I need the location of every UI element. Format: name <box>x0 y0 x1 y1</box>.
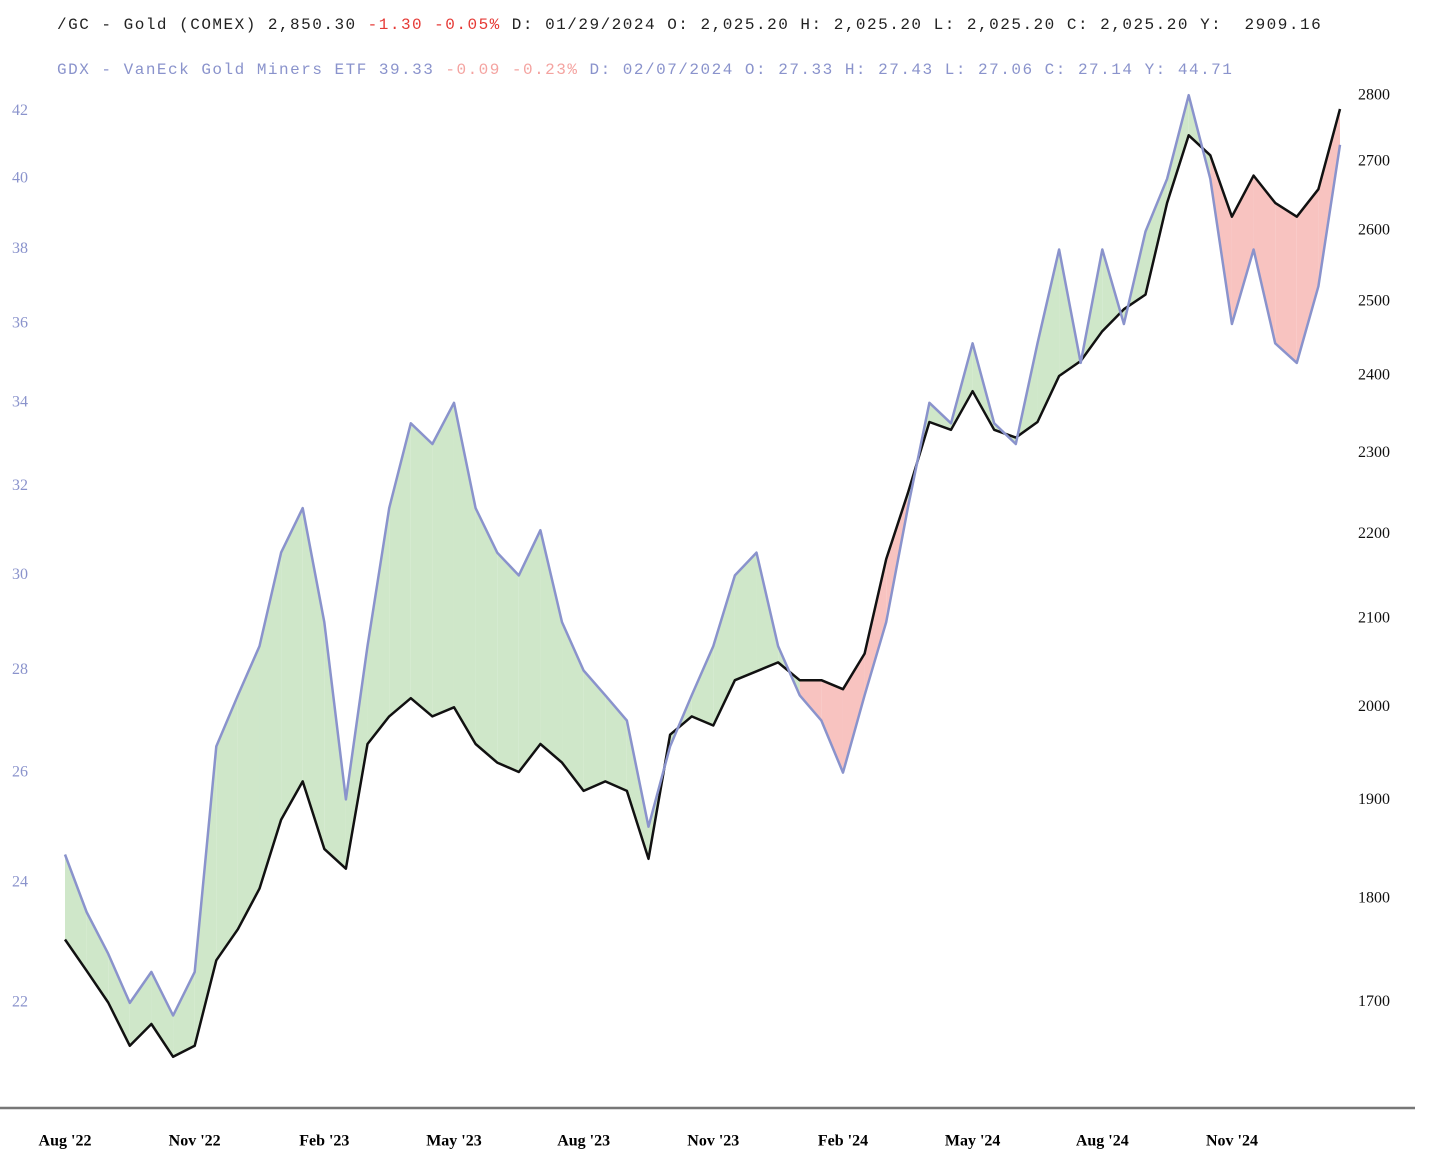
difference-fill <box>799 680 822 721</box>
series-line <box>63 93 1342 1017</box>
difference-fill <box>1231 175 1254 325</box>
quote-details: D: 01/29/2024 O: 2,025.20 H: 2,025.20 L:… <box>512 16 1322 34</box>
y-tick-label: 36 <box>12 315 28 332</box>
x-tick-label: Aug '23 <box>557 1133 610 1150</box>
difference-fill <box>734 552 757 681</box>
quote-change: -0.09 <box>445 61 501 79</box>
quote-symbol: /GC - Gold (COMEX) <box>57 16 257 34</box>
x-tick-label: May '24 <box>945 1133 1001 1150</box>
quote-percent: -0.05% <box>434 16 501 34</box>
difference-fill <box>65 854 87 971</box>
quote-line: /GC - Gold (COMEX) 2,850.30 -1.30 -0.05% D: … <box>57 16 1322 34</box>
difference-fill <box>713 575 735 726</box>
y-tick-label: 42 <box>12 102 28 119</box>
difference-fill <box>237 646 260 930</box>
x-tick-label: Nov '24 <box>1206 1133 1258 1150</box>
difference-fill <box>1296 189 1319 363</box>
difference-fill <box>583 670 606 791</box>
difference-fill <box>108 953 130 1046</box>
difference-fill <box>367 508 390 744</box>
x-tick-label: Aug '24 <box>1076 1133 1129 1150</box>
y-tick-label: 30 <box>12 566 28 583</box>
y2-tick-label: 2400 <box>1358 367 1390 384</box>
y2-tick-label: 2800 <box>1358 87 1390 104</box>
difference-fill <box>540 530 563 763</box>
difference-fill <box>1037 249 1060 423</box>
difference-fill <box>173 971 195 1057</box>
difference-fill <box>475 508 498 763</box>
y-tick-label: 24 <box>12 874 28 891</box>
difference-fill <box>151 971 174 1057</box>
y-tick-label: 32 <box>12 477 28 494</box>
difference-fill <box>86 911 109 1003</box>
difference-fill <box>345 646 368 869</box>
difference-fill <box>432 402 454 717</box>
quote-line: GDX - VanEck Gold Miners ETF 39.33 -0.09 -0… <box>57 61 1233 79</box>
difference-fill <box>821 680 843 773</box>
y-tick-label: 34 <box>12 393 28 410</box>
x-tick-label: May '23 <box>426 1133 482 1150</box>
difference-fill <box>691 646 714 726</box>
quote-change: -1.30 <box>368 16 424 34</box>
y2-tick-label: 2500 <box>1358 293 1390 310</box>
difference-fill <box>1145 178 1168 295</box>
x-tick-label: Nov '22 <box>169 1133 221 1150</box>
quote-symbol: GDX - VanEck Gold Miners ETF <box>57 61 368 79</box>
difference-fill <box>842 653 865 773</box>
difference-fill <box>324 622 346 869</box>
difference-fill <box>216 695 238 961</box>
y-tick-label: 40 <box>12 169 28 186</box>
difference-fill <box>605 695 627 791</box>
quote-details: D: 02/07/2024 O: 27.33 H: 27.43 L: 27.06… <box>589 61 1233 79</box>
y2-tick-label: 2700 <box>1358 153 1390 170</box>
y2-tick-label: 2100 <box>1358 609 1390 626</box>
difference-fill <box>864 559 887 696</box>
difference-fill <box>1275 202 1297 363</box>
x-tick-label: Feb '23 <box>299 1133 349 1150</box>
difference-fill <box>1167 95 1189 203</box>
y2-tick-label: 2000 <box>1358 698 1390 715</box>
quote-percent: -0.23% <box>512 61 579 79</box>
difference-fill <box>1253 175 1276 344</box>
difference-fill <box>518 530 541 772</box>
difference-fill <box>1318 109 1340 287</box>
difference-fill <box>626 720 649 859</box>
y2-tick-label: 2300 <box>1358 444 1390 461</box>
y2-tick-label: 1800 <box>1358 889 1390 906</box>
difference-fill <box>497 552 519 772</box>
y2-tick-label: 1900 <box>1358 791 1390 808</box>
quote-last: 2,850.30 <box>268 16 357 34</box>
difference-fill <box>129 971 152 1046</box>
difference-fill <box>281 508 303 820</box>
difference-fill <box>410 423 433 717</box>
x-tick-label: Aug '22 <box>39 1133 92 1150</box>
difference-fill <box>302 508 325 849</box>
difference-fill <box>756 552 779 672</box>
y2-tick-label: 1700 <box>1358 993 1390 1010</box>
quote-last: 39.33 <box>379 61 435 79</box>
difference-fill <box>389 423 411 717</box>
difference-fill <box>259 552 282 889</box>
difference-fill <box>194 746 217 1046</box>
y2-tick-label: 2600 <box>1358 221 1390 238</box>
x-tick-label: Feb '24 <box>818 1133 868 1150</box>
label-layer: 22 24 26 28 30 32 34 36 38 40 42 1700 1800 1900 2000 21… <box>12 16 1390 1149</box>
y2-tick-label: 2200 <box>1358 525 1390 542</box>
y-tick-label: 38 <box>12 240 28 257</box>
difference-fill <box>562 622 584 791</box>
y-tick-label: 26 <box>12 763 28 780</box>
y-tick-label: 28 <box>12 661 28 678</box>
difference-fill <box>453 402 476 744</box>
y-tick-label: 22 <box>12 994 28 1011</box>
x-tick-label: Nov '23 <box>687 1133 739 1150</box>
line-layer <box>63 93 1342 1059</box>
